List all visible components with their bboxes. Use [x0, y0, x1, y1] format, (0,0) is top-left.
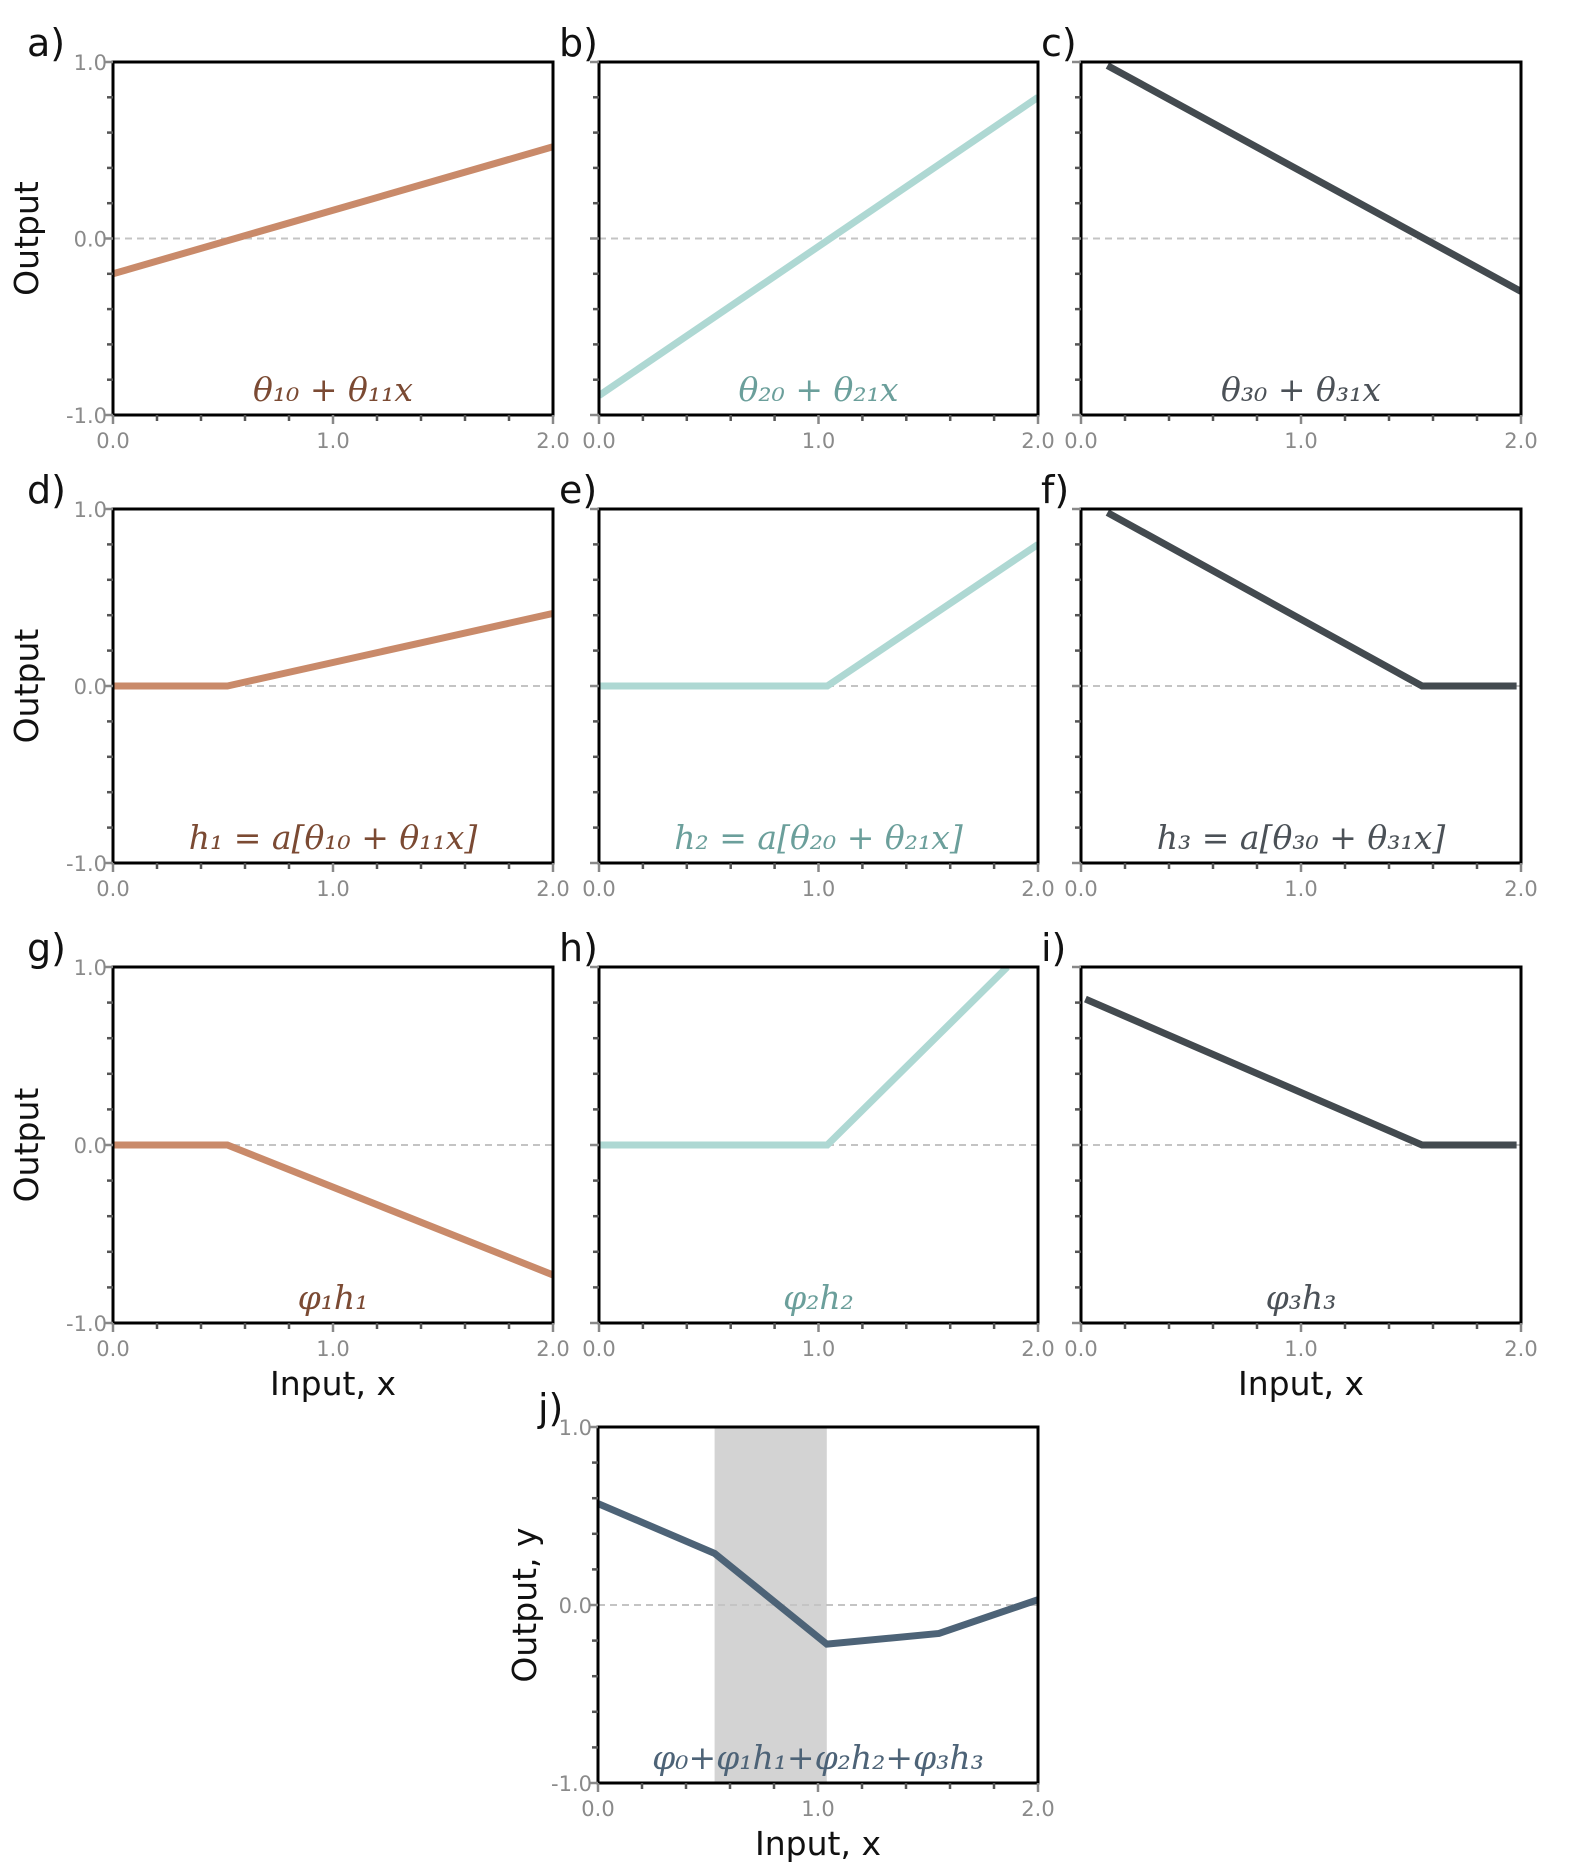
formula-annotation: θ₃₀ + θ₃₁x	[1221, 370, 1381, 409]
x-tick-label: 0.0	[96, 429, 129, 453]
y-tick-label: -1.0	[66, 404, 107, 428]
y-tick-label: -1.0	[66, 852, 107, 876]
panel-e: 0.0 1.0 2.0 e) h₂ = a[θ₂₀ + θ₂₁x]	[559, 468, 1055, 901]
x-tick-label: 0.0	[1064, 429, 1097, 453]
panel-h: 0.0 1.0 2.0 h) φ₂h₂	[559, 926, 1055, 1361]
x-tick-label: 1.0	[1284, 1337, 1317, 1361]
x-tick-label: 2.0	[1021, 1337, 1054, 1361]
y-axis-label: Output, y	[505, 1527, 544, 1682]
panel-label: b)	[559, 21, 598, 65]
formula-annotation: θ₁₀ + θ₁₁x	[253, 370, 413, 409]
panel-j: 0.0 1.0 2.0-1.00.01.0j)φ₀+φ₁h₁+φ₂h₂+φ₃h₃Ou…	[505, 1386, 1055, 1863]
x-tick-label: 1.0	[1284, 429, 1317, 453]
series-line-c	[1105, 62, 1521, 295]
x-tick-label: 2.0	[1504, 877, 1537, 901]
formula-annotation: φ₁h₁	[298, 1278, 369, 1317]
series-line-i	[1084, 995, 1517, 1149]
formula-annotation: h₃ = a[θ₃₀ + θ₃₁x]	[1157, 818, 1446, 857]
x-tick-label: 2.0	[1021, 429, 1054, 453]
series-line-b	[599, 94, 1038, 399]
x-tick-label: 1.0	[1284, 877, 1317, 901]
x-tick-label: 2.0	[536, 1337, 569, 1361]
panel-i: 0.0 1.0 2.0 i) φ₃h₃ Input, x	[1041, 926, 1538, 1403]
y-tick-label: 0.0	[74, 1134, 107, 1158]
y-tick-label: 1.0	[74, 956, 107, 980]
x-tick-label: 2.0	[1504, 1337, 1537, 1361]
panel-label: c)	[1041, 21, 1077, 65]
panel-label: e)	[559, 468, 597, 512]
x-tick-label: 1.0	[802, 429, 835, 453]
formula-annotation: φ₃h₃	[1266, 1278, 1337, 1317]
x-axis-label: Input, x	[270, 1364, 396, 1403]
x-tick-label: 1.0	[316, 429, 349, 453]
series-line-j	[598, 1500, 1038, 1648]
y-tick-label: 0.0	[74, 228, 107, 252]
y-tick-label: 0.0	[559, 1594, 592, 1618]
x-tick-label: 0.0	[582, 877, 615, 901]
x-tick-label: 0.0	[96, 877, 129, 901]
x-tick-label: 0.0	[581, 1797, 614, 1821]
panel-label: i)	[1041, 926, 1066, 970]
x-tick-label: 1.0	[316, 1337, 349, 1361]
y-tick-label: -1.0	[551, 1772, 592, 1796]
formula-annotation: h₁ = a[θ₁₀ + θ₁₁x]	[189, 818, 478, 857]
y-tick-label: 1.0	[74, 498, 107, 522]
x-tick-label: 2.0	[1021, 877, 1054, 901]
panel-label: a)	[27, 21, 65, 65]
y-axis-label: Output	[7, 181, 46, 296]
formula-annotation: φ₀+φ₁h₁+φ₂h₂+φ₃h₃	[652, 1738, 984, 1777]
series-line-d	[113, 610, 553, 690]
x-tick-label: 2.0	[536, 877, 569, 901]
x-tick-label: 1.0	[802, 877, 835, 901]
x-tick-label: 1.0	[802, 1337, 835, 1361]
series-line-g	[113, 1141, 553, 1279]
y-tick-label: -1.0	[66, 1312, 107, 1336]
y-tick-label: 0.0	[74, 675, 107, 699]
series-line-h	[599, 967, 1010, 1149]
panel-b: 0.0 1.0 2.0 b) θ₂₀ + θ₂₁x	[559, 21, 1055, 453]
x-tick-label: 0.0	[1064, 877, 1097, 901]
panel-label: h)	[559, 926, 598, 970]
x-tick-label: 1.0	[801, 1797, 834, 1821]
panel-label: f)	[1041, 468, 1069, 512]
x-tick-label: 2.0	[1504, 429, 1537, 453]
x-axis-label: Input, x	[755, 1824, 881, 1863]
formula-annotation: φ₂h₂	[783, 1278, 854, 1317]
series-line-e	[599, 541, 1038, 690]
panel-label: g)	[27, 926, 66, 970]
series-line-f	[1105, 509, 1517, 690]
x-tick-label: 2.0	[536, 429, 569, 453]
y-axis-label: Output	[7, 629, 46, 744]
panel-c: 0.0 1.0 2.0 c) θ₃₀ + θ₃₁x	[1041, 21, 1538, 453]
y-axis-label: Output	[7, 1088, 46, 1203]
x-tick-label: 0.0	[1064, 1337, 1097, 1361]
x-tick-label: 0.0	[582, 429, 615, 453]
x-tick-label: 0.0	[96, 1337, 129, 1361]
y-tick-label: 1.0	[74, 51, 107, 75]
x-tick-label: 1.0	[316, 877, 349, 901]
panel-d: 0.0 1.0 2.0-1.00.01.0d)h₁ = a[θ₁₀ + θ₁₁x]O…	[7, 468, 570, 901]
panel-f: 0.0 1.0 2.0 f) h₃ = a[θ₃₀ + θ₃₁x]	[1041, 468, 1538, 901]
formula-annotation: h₂ = a[θ₂₀ + θ₂₁x]	[674, 818, 963, 857]
panel-label: j)	[537, 1386, 563, 1430]
series-line-a	[113, 143, 553, 278]
x-axis-label: Input, x	[1238, 1364, 1364, 1403]
y-tick-label: 1.0	[559, 1416, 592, 1440]
panel-label: d)	[27, 468, 66, 512]
formula-annotation: θ₂₀ + θ₂₁x	[739, 370, 899, 409]
x-tick-label: 0.0	[582, 1337, 615, 1361]
x-tick-label: 2.0	[1021, 1797, 1054, 1821]
